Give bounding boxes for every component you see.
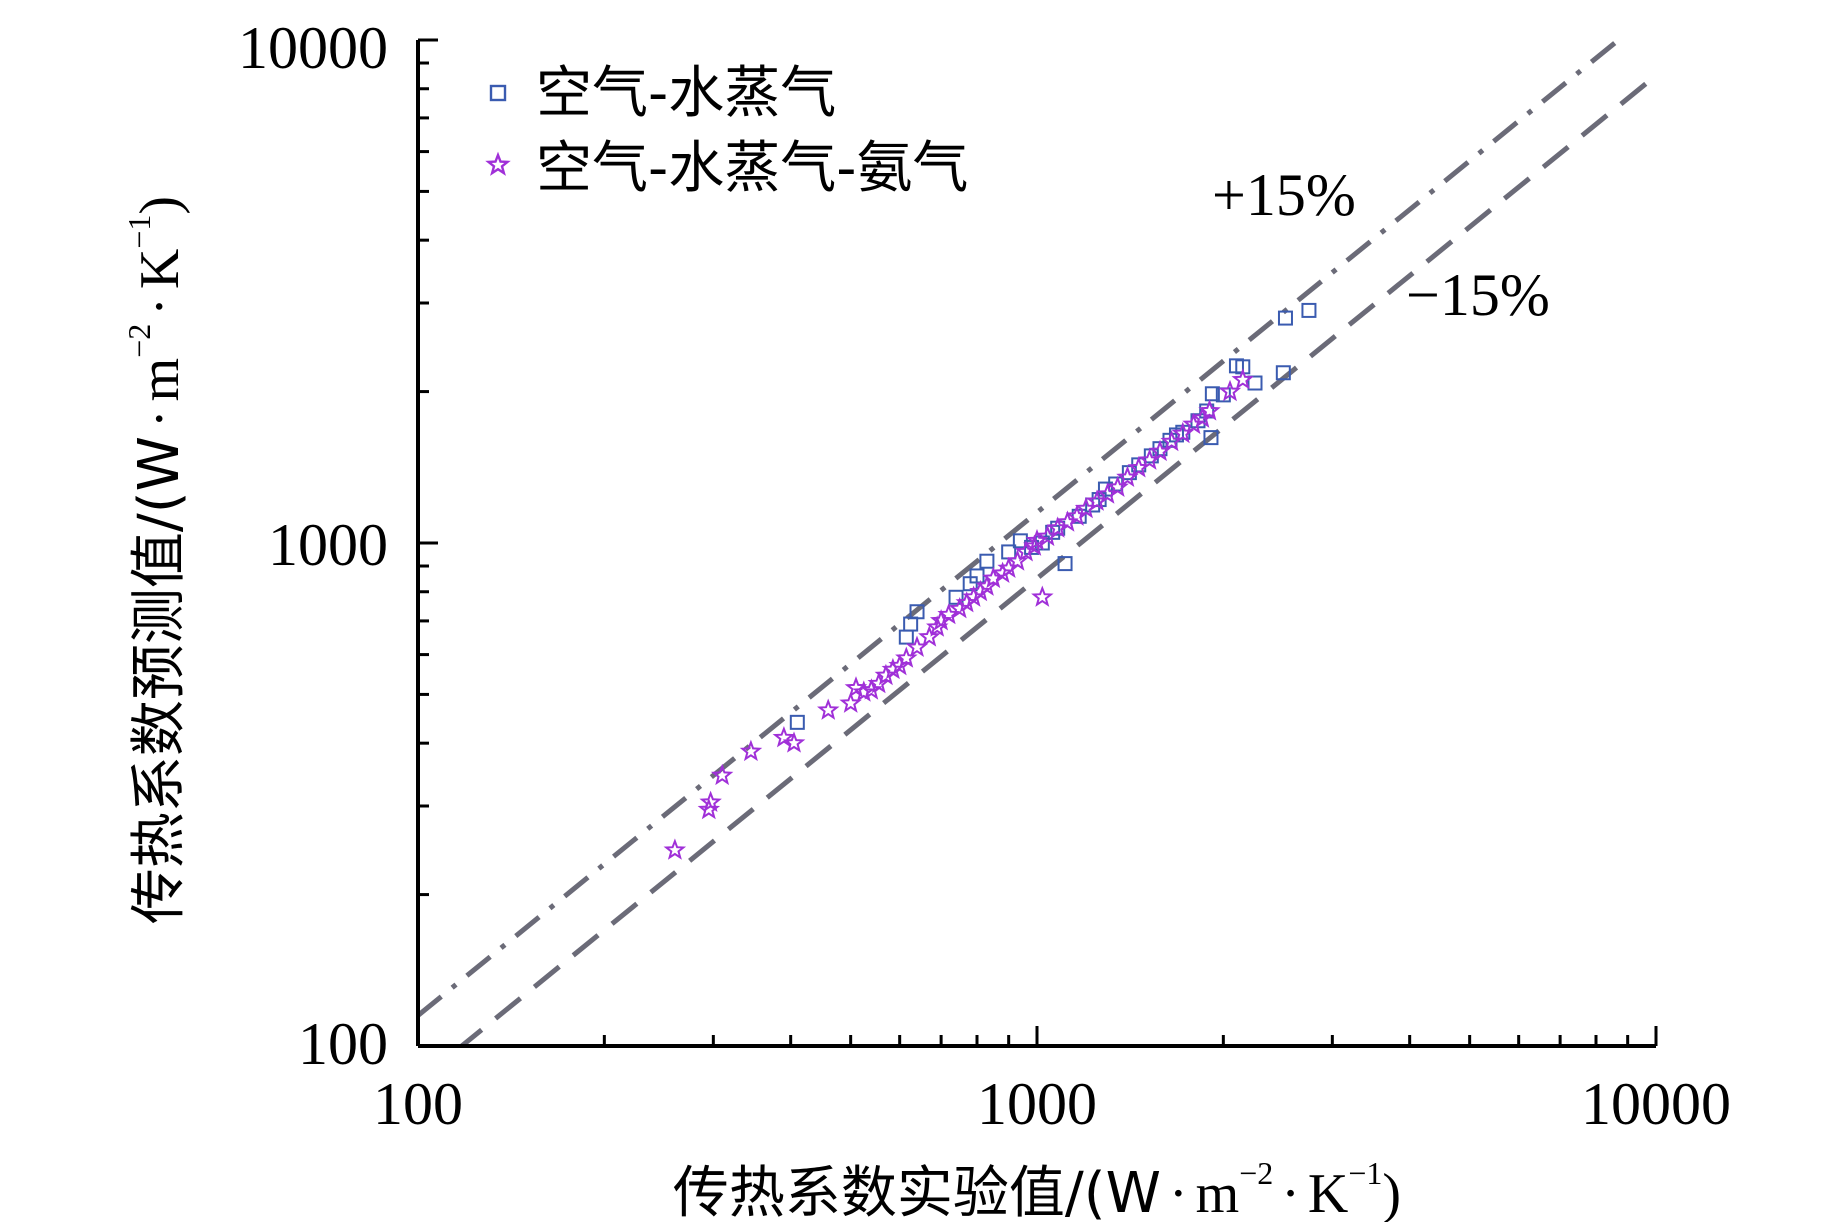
x-tick-label: 100 xyxy=(373,1071,463,1137)
data-point-star xyxy=(895,646,918,668)
axes xyxy=(416,38,1658,1048)
data-markers xyxy=(663,302,1317,860)
data-point-square xyxy=(1301,302,1317,318)
data-point-star xyxy=(710,763,734,786)
y-tick-label: 100 xyxy=(298,1011,388,1077)
data-point-square xyxy=(903,616,919,632)
data-point-star xyxy=(782,731,806,753)
data-point-square xyxy=(969,568,985,584)
data-point-star xyxy=(1056,510,1079,532)
x-tick-label: 1000 xyxy=(977,1071,1097,1137)
data-point-square xyxy=(1057,556,1073,572)
data-point-square xyxy=(1204,386,1220,402)
data-point-star xyxy=(663,838,687,860)
data-point-square xyxy=(1277,310,1293,326)
minus-15-line xyxy=(457,73,1656,1046)
data-point-square xyxy=(948,589,964,605)
data-point-square xyxy=(898,629,914,645)
data-point-star xyxy=(1006,549,1029,571)
y-tick-label: 1000 xyxy=(268,512,388,578)
x-tick-labels: 100 1000 10000 xyxy=(373,1071,1731,1137)
data-point-square xyxy=(1097,481,1113,497)
data-point-star xyxy=(1182,412,1205,435)
data-point-star xyxy=(918,625,941,647)
data-point-square xyxy=(789,714,805,730)
data-point-star xyxy=(772,725,796,748)
data-point-square xyxy=(979,553,995,569)
legend-square-marker xyxy=(489,84,507,102)
minus-15-label: −15% xyxy=(1406,262,1550,328)
y-tick-labels: 100 1000 10000 xyxy=(238,15,388,1077)
reference-lines xyxy=(418,40,1656,1046)
axis-ticks xyxy=(418,38,1658,1046)
data-point-star xyxy=(739,739,763,762)
data-point-star xyxy=(1198,399,1221,421)
x-tick-label: 10000 xyxy=(1581,1071,1731,1137)
data-point-star xyxy=(699,790,722,813)
data-point-square xyxy=(909,604,925,620)
data-point-star xyxy=(925,615,949,637)
data-point-square xyxy=(1275,365,1291,381)
legend-label: 空气-水蒸气 xyxy=(536,61,836,126)
data-point-star xyxy=(816,698,840,720)
plus-15-line xyxy=(418,40,1623,1018)
data-point-star xyxy=(888,653,911,676)
data-point-star xyxy=(982,566,1005,589)
plus-15-label: +15% xyxy=(1212,162,1356,228)
data-point-star xyxy=(1231,368,1254,390)
data-point-square xyxy=(1247,375,1263,391)
legend-label: 空气-水蒸气-氨气 xyxy=(536,136,968,201)
data-point-square xyxy=(1203,430,1219,446)
data-point-star xyxy=(881,657,905,680)
y-tick-label: 10000 xyxy=(238,15,388,81)
data-point-star xyxy=(1014,540,1038,562)
y-axis-title: 传热系数预测值/(W·m−2·K−1) xyxy=(121,196,192,924)
data-point-star xyxy=(929,609,953,631)
data-point-star xyxy=(948,596,971,619)
data-point-star xyxy=(852,680,876,702)
data-point-star xyxy=(1031,585,1054,607)
data-point-star xyxy=(975,574,999,596)
x-axis-title: 传热系数实验值/(W · m−2 · K−1) xyxy=(673,1155,1401,1222)
data-point-star xyxy=(905,635,929,658)
data-point-star xyxy=(839,691,862,713)
legend: 空气-水蒸气 空气-水蒸气-氨气 xyxy=(485,61,968,201)
legend-star-marker xyxy=(485,151,511,176)
